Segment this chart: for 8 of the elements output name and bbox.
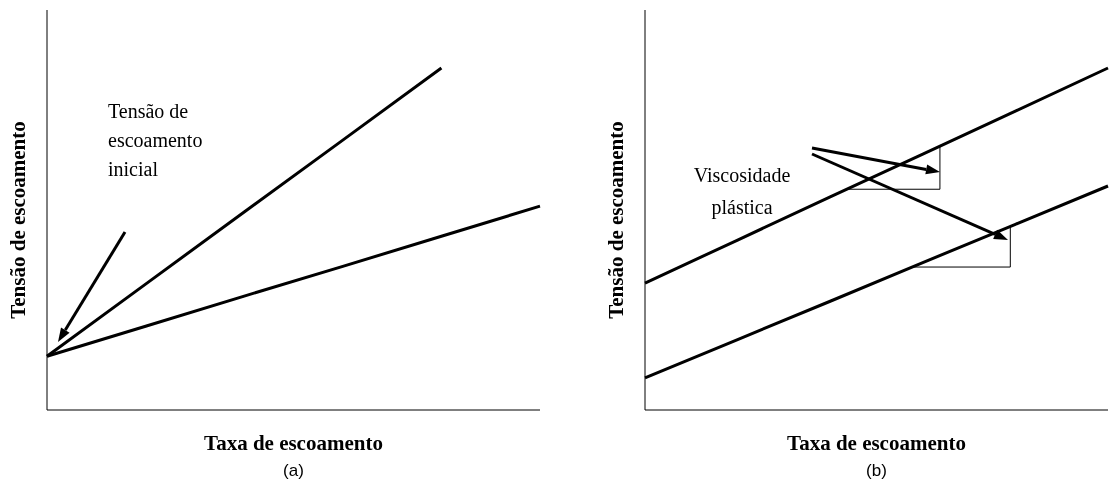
text: (b) [866, 461, 887, 480]
annotation: Tensão de escoamento inicial [108, 100, 203, 180]
annotation: Viscosidade plástica [693, 164, 791, 219]
x-axis-title: Taxa de escoamento [787, 431, 966, 455]
y-axis-title: Tensão de escoamento [6, 121, 30, 319]
text: (a) [283, 461, 304, 480]
x-axis-title: Taxa de escoamento [204, 431, 383, 455]
y-axis-title: Tensão de escoamento [604, 121, 628, 319]
